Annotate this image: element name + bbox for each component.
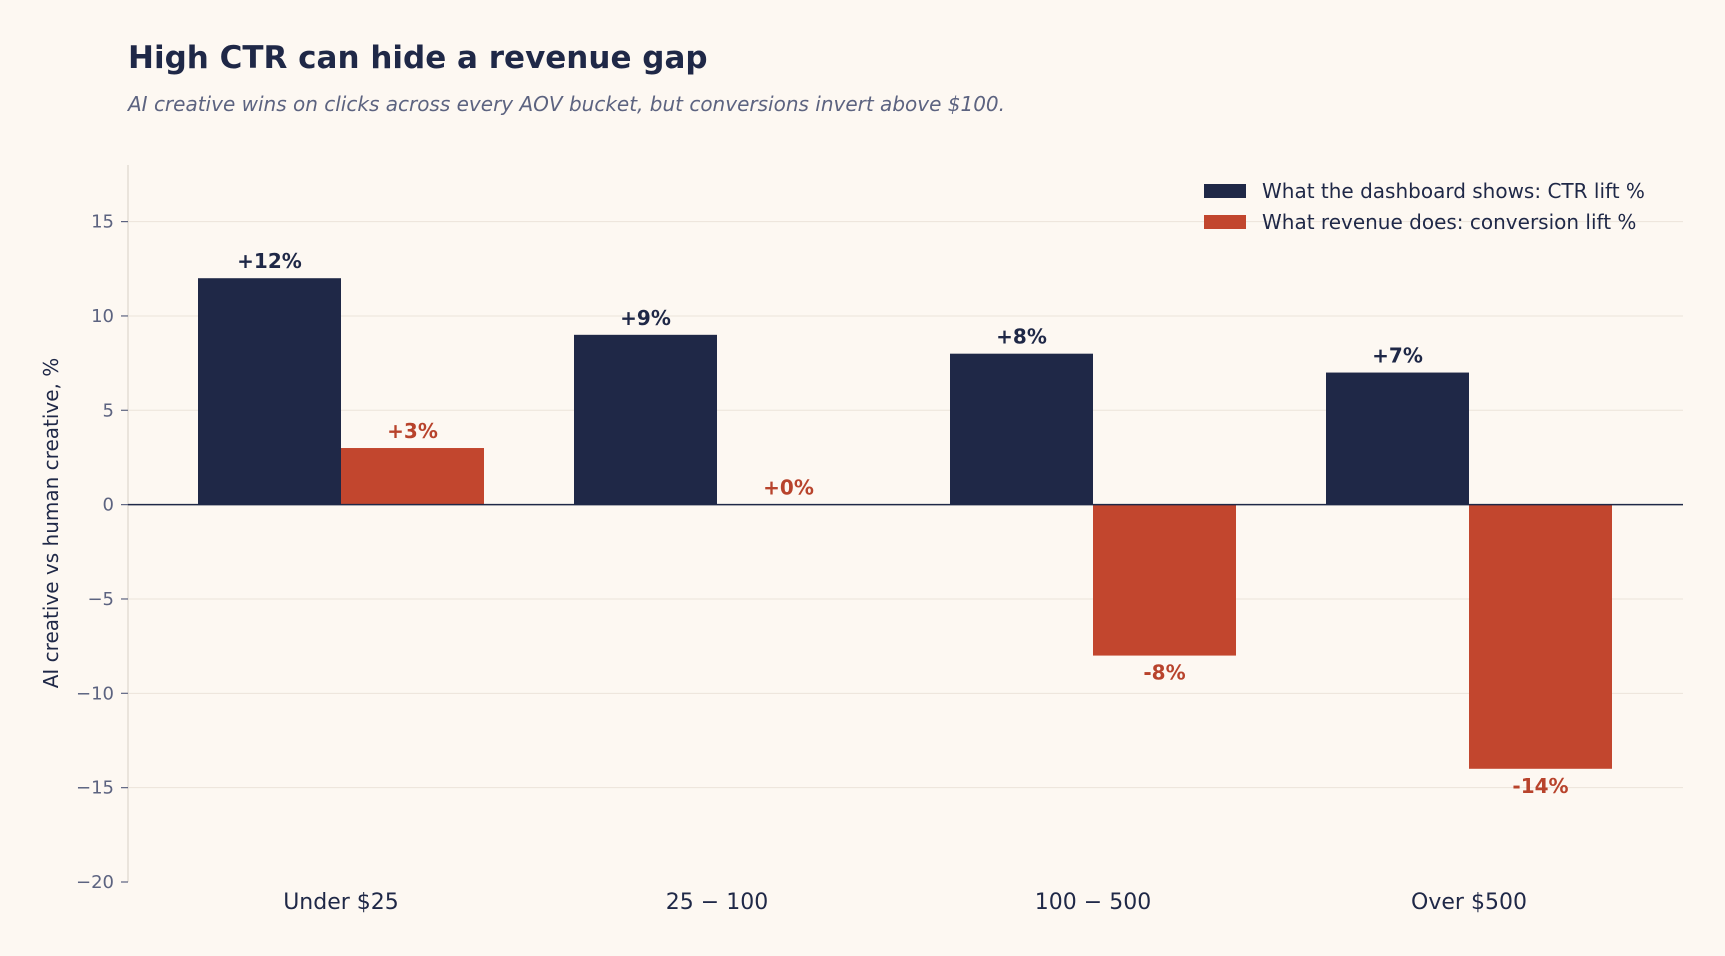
- y-tick-label: −10: [76, 683, 114, 704]
- chart-title: High CTR can hide a revenue gap: [128, 40, 708, 76]
- y-tick-label: −5: [87, 589, 114, 610]
- ctr-data-label: +12%: [237, 249, 302, 273]
- x-tick-label: 25 − 100: [666, 890, 768, 915]
- chart-subtitle: AI creative wins on clicks across every …: [126, 92, 1005, 116]
- ctr-bar: [198, 278, 341, 505]
- x-tick-label: Over $500: [1411, 890, 1527, 915]
- axes: 15 10 5 0 −5 −10 −15 −20: [76, 165, 129, 893]
- ctr-bar: [950, 353, 1093, 505]
- data-labels: Under $25 +12% +3% 25 − 100 +9% +0% 100 − 500 +…: [237, 249, 1568, 915]
- conversion-bar: [1469, 504, 1612, 769]
- y-tick-label: 0: [103, 495, 114, 516]
- conversion-bar: [341, 448, 484, 505]
- legend-swatch: [1204, 184, 1246, 198]
- y-tick-label: −20: [76, 872, 114, 893]
- bars: [198, 278, 1612, 769]
- y-tick-label: 10: [91, 306, 114, 327]
- conversion-bar: [1093, 504, 1236, 656]
- ctr-bar: [574, 334, 717, 505]
- y-axis-label: AI creative vs human creative, %: [39, 358, 63, 689]
- legend-swatch: [1204, 215, 1246, 229]
- ctr-data-label: +9%: [620, 306, 671, 330]
- conversion-data-label: -8%: [1143, 661, 1185, 685]
- ctr-bar: [1326, 372, 1469, 505]
- y-tick-label: 15: [91, 212, 114, 233]
- y-tick-label: −15: [76, 778, 114, 799]
- legend: What the dashboard shows: CTR lift % What…: [1204, 179, 1645, 234]
- conversion-data-label: +3%: [387, 419, 438, 443]
- legend-label: What the dashboard shows: CTR lift %: [1262, 179, 1645, 203]
- y-tick-label: 5: [103, 400, 114, 421]
- conversion-data-label: -14%: [1512, 774, 1568, 798]
- legend-label: What revenue does: conversion lift %: [1262, 210, 1636, 234]
- ctr-data-label: +7%: [1372, 344, 1423, 368]
- x-tick-label: Under $25: [283, 890, 399, 915]
- x-tick-label: 100 − 500: [1035, 890, 1151, 915]
- ctr-data-label: +8%: [996, 325, 1047, 349]
- conversion-data-label: +0%: [763, 476, 814, 500]
